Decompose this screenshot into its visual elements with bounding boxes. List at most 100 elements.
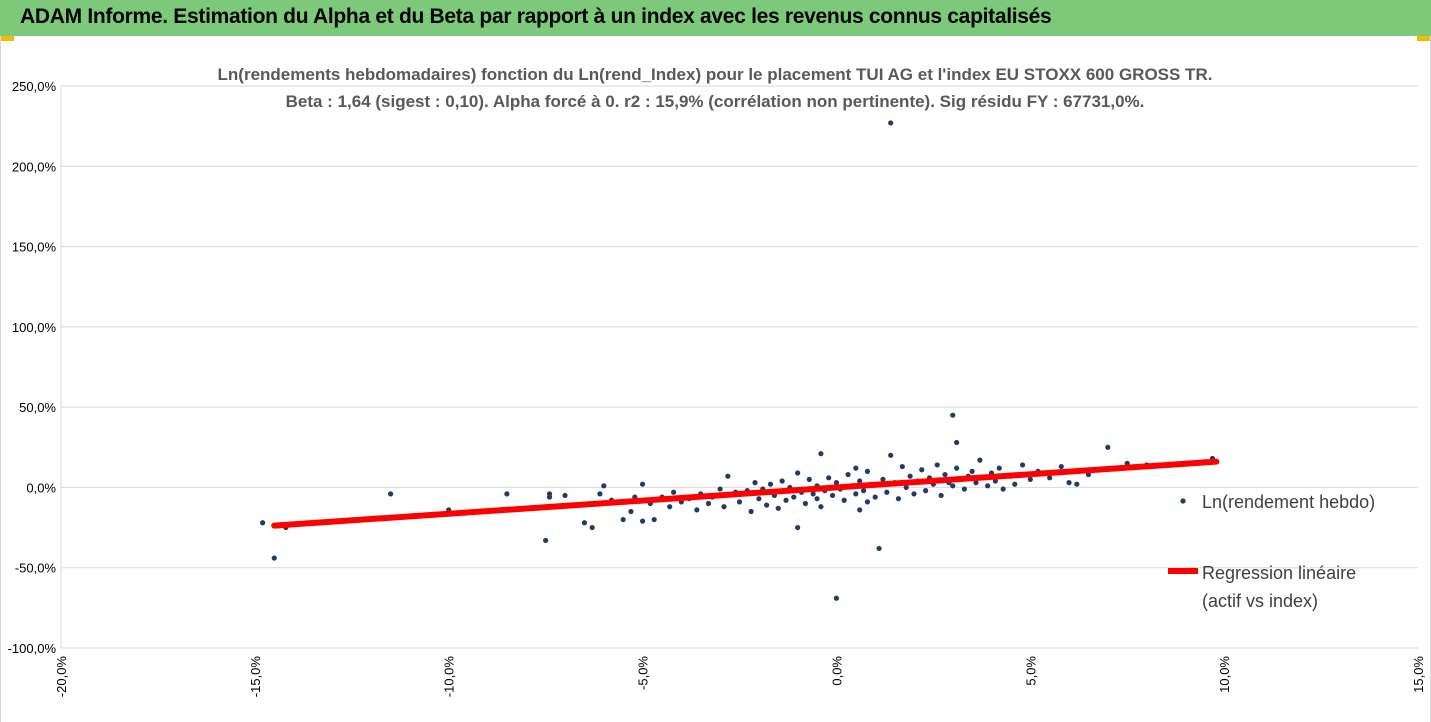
grid-lines (60, 85, 1418, 649)
data-point (562, 492, 568, 499)
x-tick-label: -20,0% (54, 656, 69, 698)
data-point (721, 504, 727, 510)
data-point (864, 499, 871, 505)
data-point (864, 468, 871, 474)
data-point (670, 489, 677, 495)
data-point (895, 496, 902, 502)
corner-marker-right (1417, 36, 1431, 41)
data-point (543, 537, 549, 544)
data-point (860, 488, 867, 494)
data-point (783, 497, 789, 503)
data-point (810, 491, 816, 497)
data-point (1066, 480, 1072, 486)
data-point (899, 463, 905, 470)
data-point (857, 507, 863, 513)
data-point (779, 478, 785, 484)
data-point (950, 483, 956, 489)
data-point (818, 451, 824, 457)
regression-line (271, 458, 1220, 529)
data-point (841, 497, 847, 503)
legend-label-points: Ln(rendement hebdo) (1202, 492, 1375, 512)
data-point (756, 496, 762, 502)
data-point (853, 465, 859, 471)
data-point (601, 483, 607, 489)
data-point (880, 476, 886, 482)
data-point (1105, 444, 1111, 450)
data-points (260, 120, 1216, 601)
y-tick-label: 200,0% (12, 159, 57, 174)
data-point (876, 545, 882, 552)
x-axis-ticks: -20,0% -15,0% -10,0% -5,0% 0,0% 5,0% 10,0% 15,0… (54, 656, 1426, 698)
data-point (907, 473, 913, 479)
data-point (694, 507, 700, 513)
data-point (996, 465, 1002, 471)
data-point (833, 480, 840, 486)
data-point (814, 496, 820, 502)
data-point (651, 516, 657, 523)
data-point (938, 492, 944, 499)
y-tick-label: 250,0% (12, 79, 57, 94)
y-tick-label: 150,0% (12, 240, 57, 255)
data-point (973, 480, 979, 486)
data-point (546, 491, 553, 497)
data-point (934, 462, 940, 468)
data-point (923, 488, 929, 494)
data-point (748, 508, 754, 515)
data-point (775, 505, 781, 511)
x-tick-label: -15,0% (248, 656, 263, 698)
data-point (884, 489, 890, 495)
data-point (853, 491, 859, 497)
y-tick-label: -50,0% (15, 561, 57, 576)
x-tick-label: -10,0% (442, 656, 457, 698)
data-point (802, 500, 809, 507)
data-point (581, 520, 588, 526)
legend: Ln(rendement hebdo) Regression linéaire (a… (1168, 492, 1375, 611)
data-point (1000, 486, 1006, 492)
data-point (903, 484, 909, 491)
data-point (818, 504, 824, 510)
data-point (271, 555, 277, 561)
x-tick-label: 0,0% (829, 656, 844, 686)
data-point (872, 494, 878, 500)
y-tick-label: -100,0% (8, 641, 57, 656)
legend-label-regression-2: (actif vs index) (1202, 591, 1318, 611)
data-point (795, 470, 801, 476)
data-point (620, 516, 626, 523)
data-point (260, 520, 266, 526)
y-tick-label: 0,0% (26, 480, 56, 495)
data-point (977, 457, 983, 463)
data-point (387, 491, 394, 497)
data-point (1019, 462, 1026, 468)
y-axis-ticks: 250,0% 200,0% 150,0% 100,0% 50,0% 0,0% -50,0% -… (8, 79, 57, 656)
data-point (752, 480, 758, 486)
data-point (667, 504, 673, 510)
x-tick-label: 5,0% (1023, 656, 1038, 686)
x-tick-label: 15,0% (1411, 656, 1426, 693)
data-point (705, 500, 712, 507)
legend-label-regression: Regression linéaire (1202, 563, 1356, 583)
legend-marker-points (1180, 498, 1186, 504)
data-point (639, 518, 646, 524)
data-point (589, 524, 595, 531)
data-point (857, 478, 863, 484)
data-point (985, 483, 991, 489)
data-point (942, 471, 948, 478)
data-point (954, 439, 960, 446)
data-point (795, 524, 801, 531)
data-point (969, 468, 975, 474)
data-point (954, 465, 960, 471)
data-point (1058, 463, 1064, 470)
data-point (911, 491, 917, 497)
data-point (717, 486, 723, 492)
chart-title-line1: Ln(rendements hebdomadaires) fonction du… (218, 65, 1213, 84)
data-point (504, 491, 510, 497)
chart-title-line2: Beta : 1,64 (sigest : 0,10). Alpha forcé… (286, 92, 1145, 111)
data-point (1012, 481, 1018, 487)
data-point (888, 452, 894, 458)
data-point (919, 467, 925, 473)
data-point (1074, 481, 1080, 487)
data-point (829, 492, 836, 499)
data-point (1027, 476, 1033, 482)
data-point (725, 473, 731, 479)
data-point (961, 486, 967, 492)
